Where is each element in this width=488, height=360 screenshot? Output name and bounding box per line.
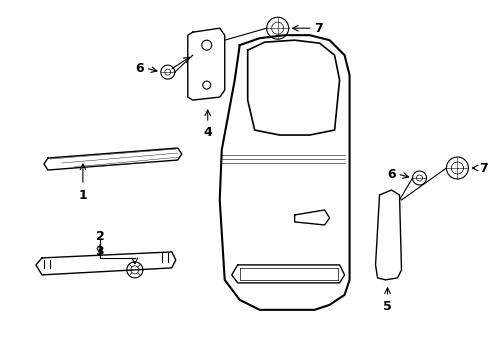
Text: 4: 4 bbox=[203, 126, 212, 139]
Text: 7: 7 bbox=[478, 162, 487, 175]
Text: 6: 6 bbox=[386, 167, 395, 180]
Polygon shape bbox=[247, 40, 339, 135]
Polygon shape bbox=[219, 35, 349, 310]
Text: 5: 5 bbox=[383, 300, 391, 313]
Polygon shape bbox=[36, 252, 175, 275]
Text: 3: 3 bbox=[95, 246, 104, 258]
Polygon shape bbox=[187, 28, 224, 100]
Polygon shape bbox=[44, 148, 182, 170]
Polygon shape bbox=[375, 190, 401, 280]
Text: 7: 7 bbox=[314, 22, 323, 35]
Text: 2: 2 bbox=[95, 230, 104, 243]
Text: 6: 6 bbox=[135, 62, 143, 75]
Polygon shape bbox=[231, 265, 344, 283]
Text: 1: 1 bbox=[79, 189, 87, 202]
